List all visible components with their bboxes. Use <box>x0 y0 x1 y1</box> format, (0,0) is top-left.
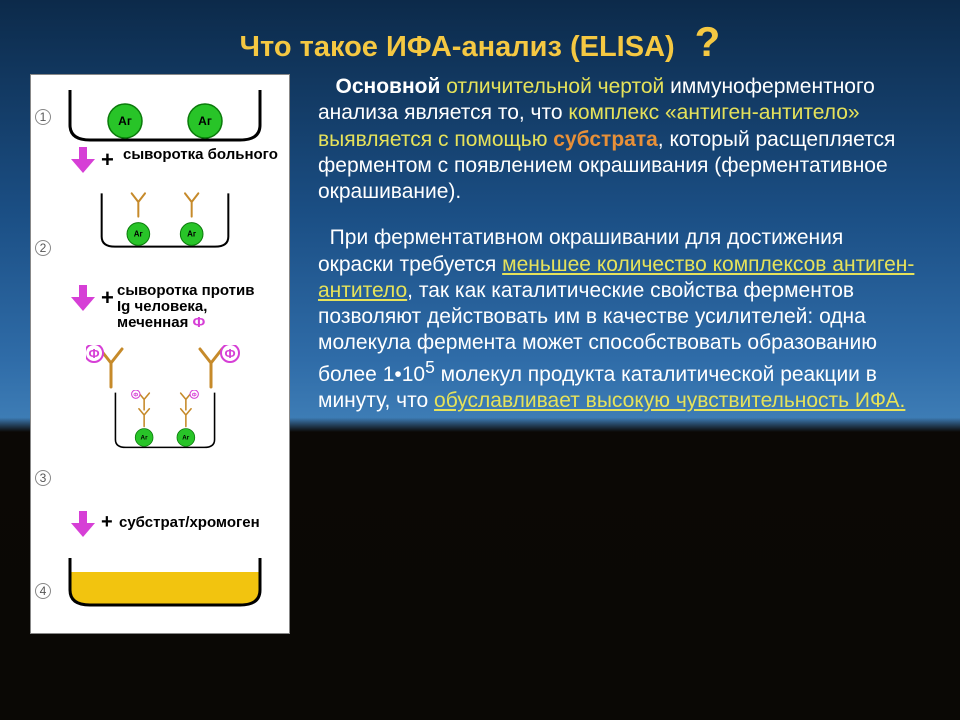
step-number-3: 3 <box>35 470 51 486</box>
svg-text:Аг: Аг <box>118 114 132 128</box>
svg-text:Аг: Аг <box>141 435 149 442</box>
step-number-4: 4 <box>35 583 51 599</box>
svg-text:Аг: Аг <box>182 435 190 442</box>
paragraph-1: Основной отличительной чертой иммуноферм… <box>318 74 922 205</box>
plus-icon: + <box>101 511 113 534</box>
step-3-label: субстрат/хромоген <box>119 515 260 531</box>
well-step-2: Аг Аг <box>65 190 265 280</box>
svg-text:Ф: Ф <box>192 392 197 398</box>
step-2-label: сыворотка против Ig человека, меченная Ф <box>117 283 254 330</box>
arrow-icon <box>71 511 95 537</box>
step-1-label: сыворотка больного <box>123 147 278 163</box>
labeled-antibody-icon: Ф <box>86 345 146 395</box>
text-column: Основной отличительной чертой иммуноферм… <box>318 74 930 634</box>
step-number-2: 2 <box>35 240 51 256</box>
well-step-3: Ф Ф Аг Аг <box>65 390 265 505</box>
svg-text:Ф: Ф <box>133 392 138 398</box>
question-mark: ? <box>695 18 721 66</box>
diagram-column: 1 Аг Аг + сыворотка больного 2 <box>30 74 290 634</box>
arrow-icon <box>71 285 95 311</box>
paragraph-2: При ферментативном окрашивании для дости… <box>318 225 922 414</box>
well-step-1: Аг Аг <box>65 85 265 145</box>
svg-text:Аг: Аг <box>134 230 144 239</box>
svg-text:Аг: Аг <box>198 114 212 128</box>
svg-text:Аг: Аг <box>187 230 197 239</box>
plus-icon: + <box>101 285 114 311</box>
plus-icon: + <box>101 147 114 173</box>
svg-text:Ф: Ф <box>224 346 235 361</box>
labeled-antibody-icon: Ф <box>186 345 246 395</box>
step-number-1: 1 <box>35 109 51 125</box>
well-step-4 <box>65 550 265 610</box>
page-title: Что такое ИФА-анализ (ELISA) <box>240 31 675 64</box>
svg-text:Ф: Ф <box>88 346 99 361</box>
arrow-icon <box>71 147 95 173</box>
elisa-diagram: 1 Аг Аг + сыворотка больного 2 <box>30 74 290 634</box>
